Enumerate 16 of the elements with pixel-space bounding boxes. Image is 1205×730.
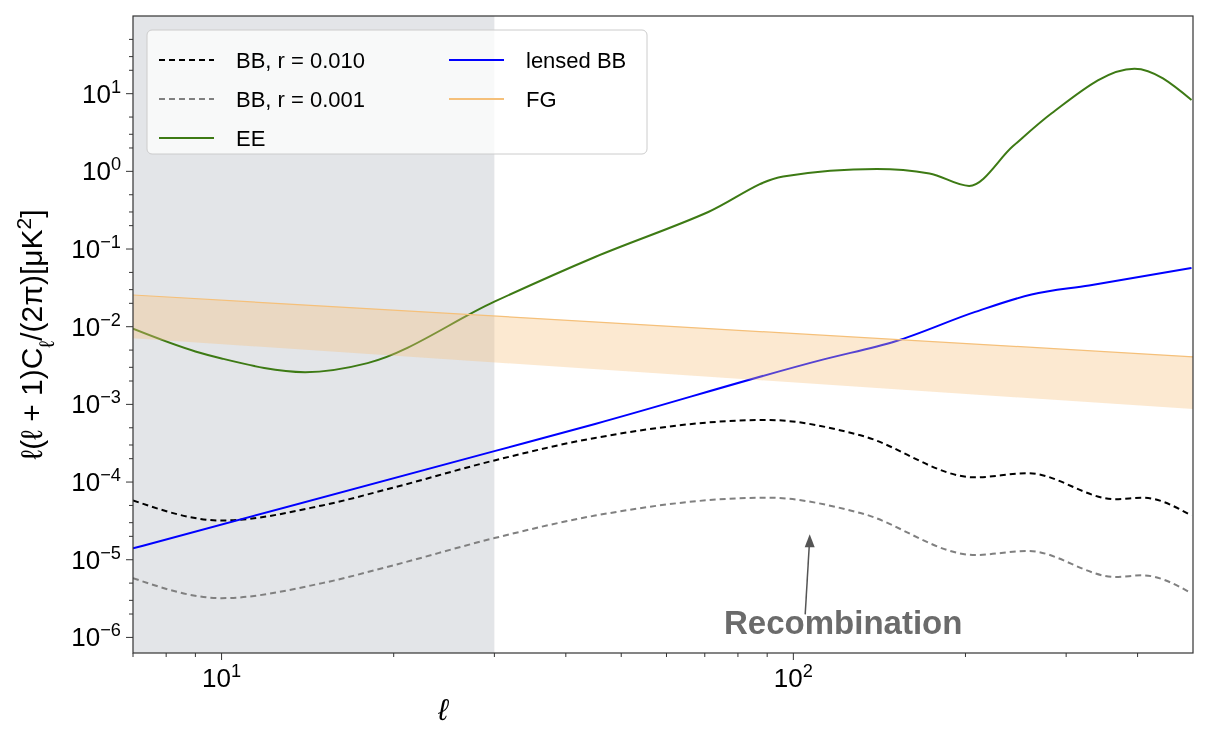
y-tick-label: 10$^{−5}$ [71, 542, 121, 575]
y-tick-label: 10$^{−2}$ [71, 309, 121, 342]
legend-label: BB, r = 0.001 [236, 87, 366, 112]
legend-label: FG [526, 87, 557, 112]
y-tick-label: 10$^{−6}$ [71, 620, 121, 653]
legend-label: lensed BB [526, 48, 627, 73]
legend-label: EE [236, 126, 266, 151]
legend-label: BB, r = 0.010 [236, 48, 366, 73]
x-tick-label: 10$^{2}$ [773, 661, 813, 693]
annotation: Recombination [724, 604, 963, 642]
x-axis-title: ℓ [437, 693, 450, 726]
y-tick-label: 10$^{0}$ [81, 154, 121, 187]
y-tick-label: 10$^{1}$ [81, 76, 121, 109]
y-tick-label: 10$^{−3}$ [71, 387, 121, 420]
y-tick-label: 10$^{−4}$ [71, 465, 121, 498]
y-tick-label: 10$^{−1}$ [71, 232, 121, 265]
